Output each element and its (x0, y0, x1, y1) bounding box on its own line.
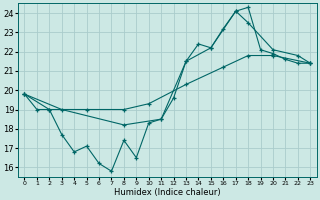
X-axis label: Humidex (Indice chaleur): Humidex (Indice chaleur) (114, 188, 221, 197)
